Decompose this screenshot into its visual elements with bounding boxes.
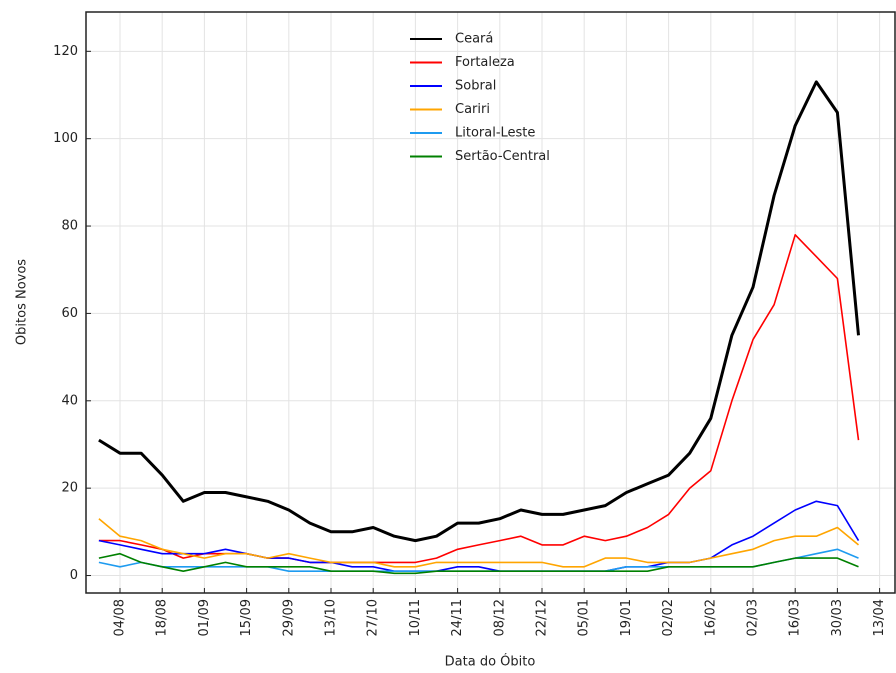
x-tick-label: 22/12 [535,599,550,636]
x-tick-label: 02/02 [661,599,676,636]
legend-label: Sobral [455,79,496,94]
series-line [98,500,860,572]
x-tick-label: 02/03 [746,599,761,636]
x-tick-label: 13/04 [872,599,887,636]
y-axis-label: Obitos Novos [15,259,30,345]
y-tick-label: 120 [53,44,78,59]
y-tick-label: 20 [61,481,78,496]
x-tick-label: 08/12 [492,599,507,636]
x-tick-label: 10/11 [408,599,423,636]
x-tick-label: 05/01 [577,599,592,636]
y-tick-label: 60 [61,306,78,321]
x-tick-label: 27/10 [366,599,381,636]
y-tick-label: 80 [61,219,78,234]
x-tick-label: 15/09 [239,599,254,636]
x-tick-label: 16/03 [788,599,803,636]
legend-label: Ceará [455,32,493,47]
series-line [98,552,859,575]
y-tick-label: 0 [70,568,78,583]
x-tick-label: 16/02 [703,599,718,636]
legend-label: Litoral-Leste [455,126,535,141]
x-tick-label: 04/08 [113,599,128,636]
series-line [98,234,860,564]
x-tick-label: 30/03 [830,599,845,636]
legend-label: Fortaleza [455,55,515,70]
x-tick-label: 13/10 [324,599,339,636]
x-tick-label: 24/11 [450,599,465,636]
y-tick-label: 40 [61,393,78,408]
series-line [98,80,860,543]
x-tick-label: 01/09 [197,599,212,636]
x-tick-label: 19/01 [619,599,634,636]
legend-label: Cariri [455,102,490,117]
x-tick-label: 29/09 [281,599,296,636]
x-tick-label: 18/08 [155,599,170,636]
series-line [98,518,860,568]
plot-frame [85,11,896,594]
x-axis-label: Data do Óbito [445,654,536,670]
y-tick-label: 100 [53,131,78,146]
legend-label: Sertão-Central [455,149,550,164]
